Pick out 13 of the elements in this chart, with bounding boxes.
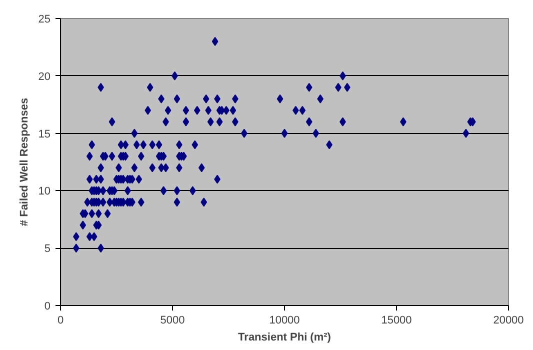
y-tick-label: 20 (38, 70, 51, 83)
y-tick-label: 5 (44, 243, 51, 256)
x-tick-label: 5000 (160, 314, 185, 326)
y-tick-label: 10 (38, 186, 51, 198)
x-tick-label: 20000 (493, 314, 524, 326)
y-tick-label: 0 (44, 300, 51, 312)
y-tick-label: 15 (38, 128, 51, 140)
x-tick-label: 0 (57, 314, 64, 326)
x-axis-title: Transient Phi (m²) (238, 332, 332, 344)
x-tick-label: 10000 (269, 314, 300, 326)
y-axis-title: # Failed Well Responses (18, 98, 30, 226)
x-tick-label: 15000 (381, 314, 412, 326)
y-tick-label: 25 (38, 14, 51, 26)
